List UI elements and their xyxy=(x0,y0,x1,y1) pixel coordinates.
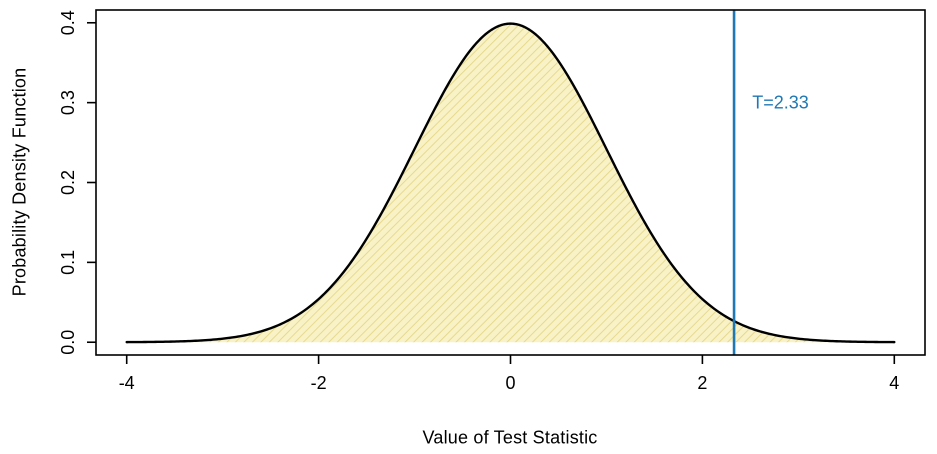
x-tick-label: -4 xyxy=(119,373,135,393)
x-axis-title: Value of Test Statistic xyxy=(422,427,598,448)
shaded-area xyxy=(126,23,895,343)
y-axis-title: Probability Density Function xyxy=(9,67,30,297)
x-tick-label: 0 xyxy=(505,373,515,393)
y-tick-label: 0.3 xyxy=(58,90,78,115)
x-tick-label: 4 xyxy=(889,373,899,393)
y-tick-label: 0.0 xyxy=(58,330,78,355)
y-tick-label: 0.4 xyxy=(58,10,78,35)
threshold-label: T=2.33 xyxy=(752,93,809,113)
x-tick-label: -2 xyxy=(311,373,327,393)
pdf-curve xyxy=(125,22,896,344)
y-tick-label: 0.1 xyxy=(58,250,78,275)
y-tick-label: 0.2 xyxy=(58,170,78,195)
x-tick-label: 2 xyxy=(697,373,707,393)
